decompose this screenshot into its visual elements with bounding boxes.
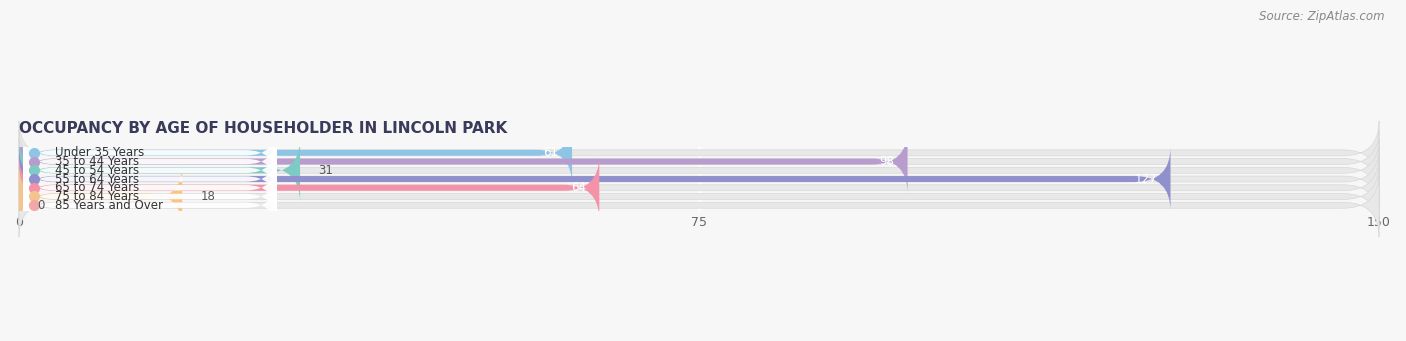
FancyBboxPatch shape (20, 156, 599, 220)
FancyBboxPatch shape (20, 121, 1379, 185)
Text: 0: 0 (37, 199, 45, 212)
FancyBboxPatch shape (20, 164, 1379, 228)
FancyBboxPatch shape (22, 143, 277, 198)
Text: 98: 98 (879, 155, 894, 168)
Text: 31: 31 (318, 164, 333, 177)
Text: Under 35 Years: Under 35 Years (55, 146, 143, 159)
FancyBboxPatch shape (20, 147, 1171, 211)
Text: OCCUPANCY BY AGE OF HOUSEHOLDER IN LINCOLN PARK: OCCUPANCY BY AGE OF HOUSEHOLDER IN LINCO… (20, 121, 508, 136)
FancyBboxPatch shape (22, 169, 277, 224)
FancyBboxPatch shape (22, 177, 277, 233)
Text: 61: 61 (544, 146, 558, 159)
FancyBboxPatch shape (22, 151, 277, 207)
Text: 45 to 54 Years: 45 to 54 Years (55, 164, 139, 177)
Text: Source: ZipAtlas.com: Source: ZipAtlas.com (1260, 10, 1385, 23)
FancyBboxPatch shape (22, 160, 277, 216)
Text: 55 to 64 Years: 55 to 64 Years (55, 173, 139, 186)
FancyBboxPatch shape (20, 138, 299, 202)
Text: 35 to 44 Years: 35 to 44 Years (55, 155, 139, 168)
Text: 75 to 84 Years: 75 to 84 Years (55, 190, 139, 203)
FancyBboxPatch shape (20, 130, 908, 194)
Text: 64: 64 (571, 181, 586, 194)
Text: 18: 18 (200, 190, 215, 203)
FancyBboxPatch shape (20, 130, 1379, 194)
Text: 85 Years and Over: 85 Years and Over (55, 199, 163, 212)
FancyBboxPatch shape (20, 147, 1379, 211)
FancyBboxPatch shape (22, 125, 277, 181)
Text: 65 to 74 Years: 65 to 74 Years (55, 181, 139, 194)
FancyBboxPatch shape (20, 164, 183, 228)
FancyBboxPatch shape (20, 173, 1379, 237)
Text: 127: 127 (1135, 173, 1157, 186)
FancyBboxPatch shape (20, 121, 572, 185)
FancyBboxPatch shape (22, 134, 277, 189)
FancyBboxPatch shape (20, 156, 1379, 220)
FancyBboxPatch shape (20, 138, 1379, 202)
